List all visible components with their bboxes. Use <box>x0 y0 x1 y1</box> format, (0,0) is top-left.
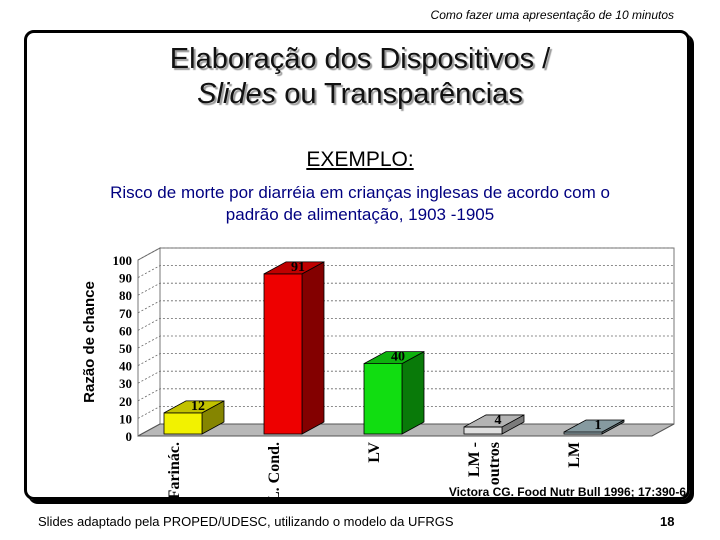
bar-top <box>163 400 225 414</box>
title-line-2: Slides ou Transparências <box>0 77 720 112</box>
bar <box>163 412 203 435</box>
slide-frame <box>24 30 690 500</box>
y-tick-label: 90 <box>119 271 132 286</box>
slide-title: Elaboração dos Dispositivos / Slides ou … <box>0 42 720 112</box>
bar-top <box>363 351 425 364</box>
chart-source: Victora CG. Food Nutr Bull 1996; 17:390-… <box>449 485 687 499</box>
bar-side <box>301 261 325 435</box>
gridline <box>137 370 674 384</box>
gridline <box>137 405 674 419</box>
gridline <box>137 265 674 278</box>
x-category-label: LV <box>366 442 383 463</box>
bar-chart: 0 10 20 30 40 50 60 70 80 90 100 Razão de chance 12 F… <box>81 247 687 502</box>
gridline <box>137 282 674 296</box>
x-category-label: LM <box>566 442 583 468</box>
data-label: 1 <box>595 418 602 433</box>
y-axis-label: Razão de chance <box>81 281 98 403</box>
page-number: 18 <box>660 514 675 529</box>
x-category-label: L. Cond. <box>266 442 283 502</box>
gridline <box>137 353 674 366</box>
subtitle-line-2: padrão de alimentação, 1903 -1905 <box>225 205 495 224</box>
bar-side <box>401 350 425 435</box>
data-label: 12 <box>191 399 205 414</box>
y-tick-label: 50 <box>119 341 132 356</box>
bar <box>263 273 303 435</box>
gridline <box>137 388 674 402</box>
gridline <box>137 318 674 331</box>
x-category-label: LM - <box>466 442 483 477</box>
subtitle-line-1: Risco de morte por diarréia em crianças … <box>110 183 610 202</box>
bar-top <box>563 419 625 433</box>
y-tick-label: 20 <box>119 394 132 409</box>
chart-subtitle: Risco de morte por diarréia em crianças … <box>30 182 690 226</box>
data-label: 91 <box>291 260 305 275</box>
data-label: 4 <box>495 413 502 428</box>
y-tick-label: 80 <box>119 288 132 303</box>
bar-top <box>463 414 525 428</box>
title-line-2-rest: ou Transparências <box>276 78 523 110</box>
bar-top <box>263 261 325 275</box>
data-label: 40 <box>391 350 405 365</box>
title-line-1: Elaboração dos Dispositivos / <box>169 43 551 75</box>
gridline <box>137 335 674 349</box>
y-tick-label: 10 <box>119 411 132 426</box>
y-tick-label: 30 <box>119 376 132 391</box>
header-note: Como fazer uma apresentação de 10 minuto… <box>430 8 674 22</box>
gridline <box>137 300 674 314</box>
gridline <box>137 247 674 261</box>
y-tick-label: 40 <box>119 359 132 374</box>
title-italic-word: Slides <box>197 78 277 110</box>
bar <box>463 426 503 435</box>
y-tick-label: 100 <box>113 253 133 268</box>
footer-credit: Slides adaptado pela PROPED/UDESC, utili… <box>38 514 454 529</box>
bar <box>363 363 403 435</box>
x-category-label: outros <box>486 442 503 485</box>
y-tick-label: 60 <box>119 323 132 338</box>
example-heading: EXEMPLO: <box>306 148 414 171</box>
y-tick-label: 70 <box>119 306 132 321</box>
x-category-label: Farinác. <box>166 442 183 499</box>
y-tick-label: 0 <box>126 429 133 444</box>
